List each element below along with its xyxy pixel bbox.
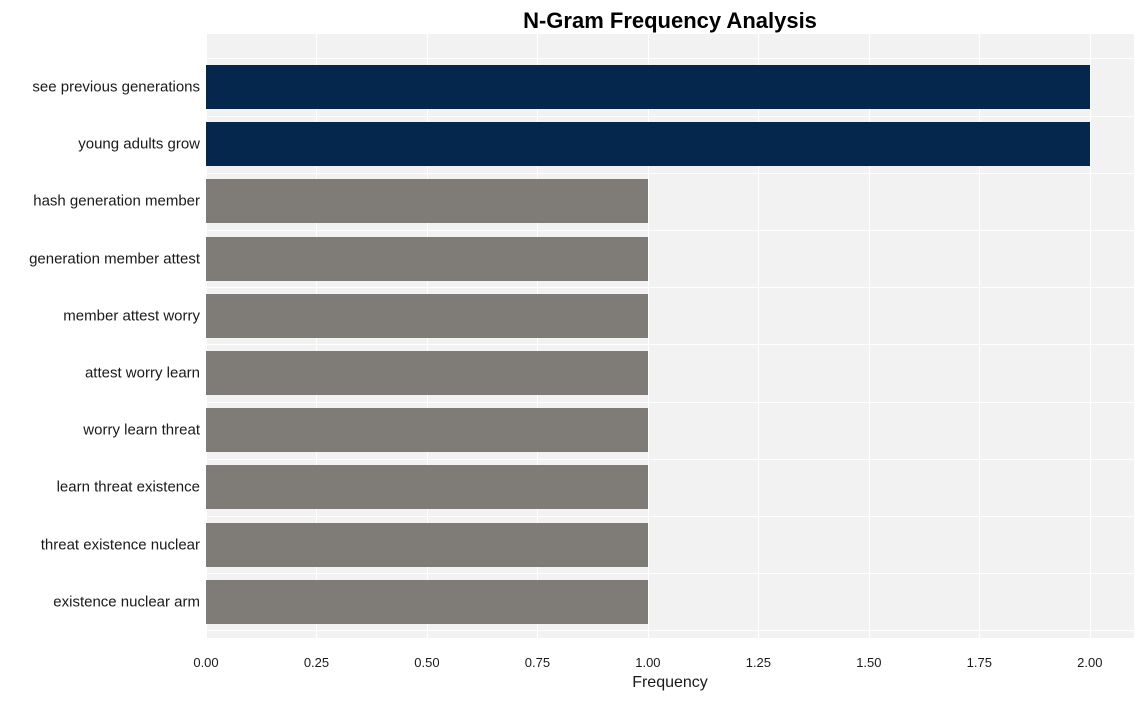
bar (206, 237, 648, 281)
ngram-frequency-chart: N-Gram Frequency Analysis see previous g… (0, 0, 1144, 701)
x-tick-label: 1.00 (635, 655, 660, 670)
hgridline (206, 459, 1134, 460)
y-tick-label: young adults grow (78, 136, 200, 153)
hgridline (206, 230, 1134, 231)
x-tick-label: 2.00 (1077, 655, 1102, 670)
y-tick-label: existence nuclear arm (53, 593, 200, 610)
hgridline (206, 573, 1134, 574)
gridline (1090, 34, 1091, 638)
x-tick-label: 0.50 (414, 655, 439, 670)
bar (206, 351, 648, 395)
y-tick-label: attest worry learn (85, 365, 200, 382)
x-tick-label: 0.25 (304, 655, 329, 670)
hgridline (206, 630, 1134, 631)
plot-area (206, 34, 1134, 638)
x-tick-label: 1.50 (856, 655, 881, 670)
x-tick-label: 1.75 (967, 655, 992, 670)
hgridline (206, 116, 1134, 117)
bar (206, 122, 1090, 166)
y-tick-label: see previous generations (32, 79, 200, 96)
bar (206, 294, 648, 338)
x-axis-title: Frequency (98, 674, 1144, 692)
bar (206, 523, 648, 567)
bar (206, 179, 648, 223)
hgridline (206, 173, 1134, 174)
x-tick-label: 1.25 (746, 655, 771, 670)
y-tick-label: learn threat existence (57, 479, 200, 496)
bar (206, 408, 648, 452)
x-tick-label: 0.75 (525, 655, 550, 670)
hgridline (206, 58, 1134, 59)
y-tick-label: member attest worry (63, 307, 200, 324)
hgridline (206, 344, 1134, 345)
bar (206, 580, 648, 624)
chart-title: N-Gram Frequency Analysis (98, 8, 1144, 34)
bar (206, 65, 1090, 109)
hgridline (206, 402, 1134, 403)
hgridline (206, 516, 1134, 517)
y-tick-label: worry learn threat (83, 422, 200, 439)
hgridline (206, 287, 1134, 288)
x-tick-label: 0.00 (193, 655, 218, 670)
y-tick-label: threat existence nuclear (41, 536, 200, 553)
y-tick-label: hash generation member (33, 193, 200, 210)
y-tick-label: generation member attest (29, 250, 200, 267)
bar (206, 465, 648, 509)
